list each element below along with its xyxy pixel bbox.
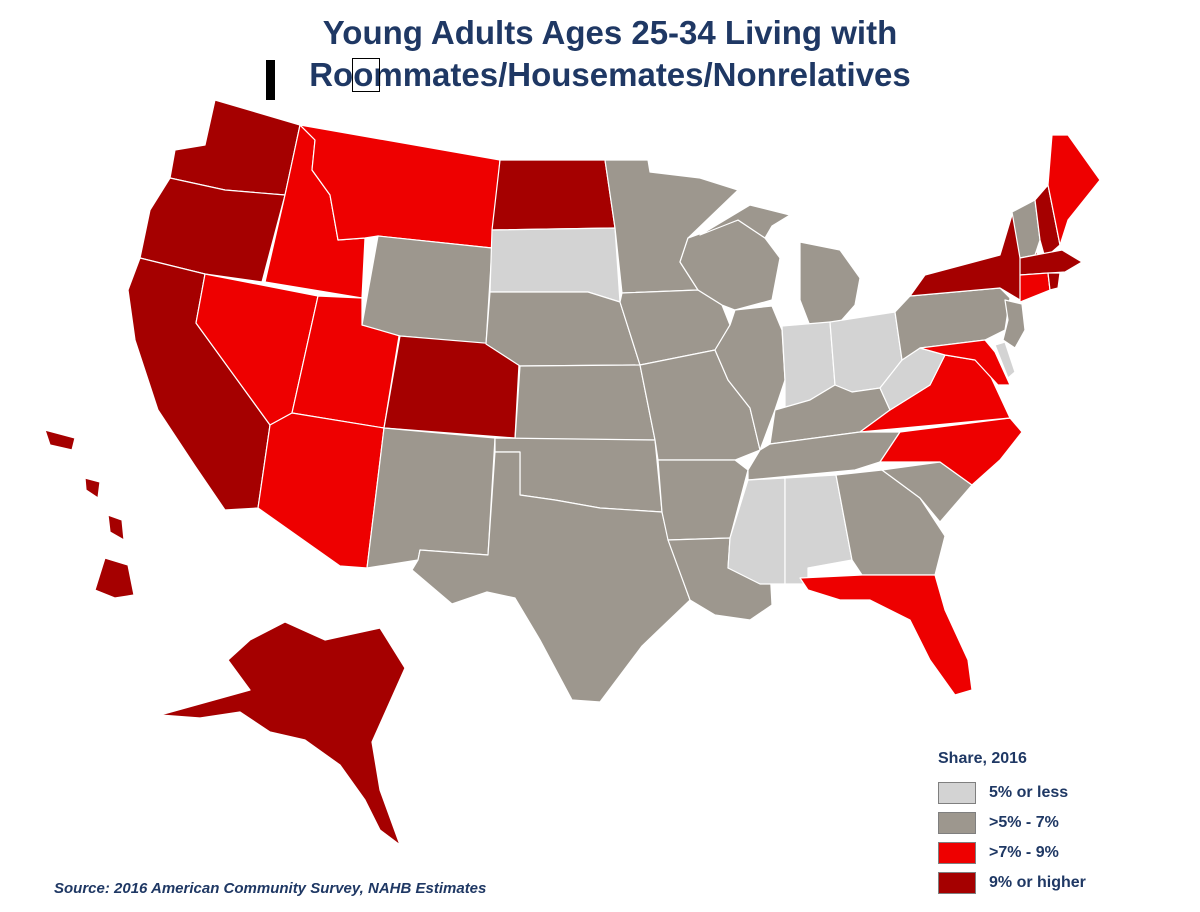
state-AZ[interactable] bbox=[257, 412, 385, 569]
state-NJ[interactable] bbox=[1002, 299, 1026, 349]
state-ME[interactable] bbox=[1047, 134, 1101, 246]
state-RI[interactable] bbox=[1047, 272, 1061, 291]
legend-item: >5% - 7% bbox=[938, 808, 1178, 838]
selection-box bbox=[352, 58, 380, 92]
legend-swatch bbox=[938, 872, 976, 894]
state-WY[interactable] bbox=[361, 235, 493, 345]
state-NE[interactable] bbox=[485, 291, 641, 367]
text-cursor bbox=[266, 60, 275, 100]
state-FL[interactable] bbox=[799, 574, 973, 696]
state-CT[interactable] bbox=[1019, 272, 1051, 303]
state-HI[interactable] bbox=[44, 429, 135, 599]
legend-label: 5% or less bbox=[989, 784, 1069, 801]
state-MD[interactable] bbox=[919, 339, 1011, 386]
state-SC[interactable] bbox=[881, 461, 973, 523]
state-AK[interactable] bbox=[159, 621, 406, 846]
state-OR[interactable] bbox=[139, 177, 286, 283]
state-SD[interactable] bbox=[489, 227, 621, 303]
state-WA[interactable] bbox=[169, 99, 301, 196]
legend-item: 9% or higher bbox=[938, 868, 1178, 898]
legend-item: >7% - 9% bbox=[938, 838, 1178, 868]
state-NM[interactable] bbox=[366, 427, 496, 569]
state-KS[interactable] bbox=[514, 364, 656, 441]
map-legend: Share, 2016 5% or less >5% - 7% >7% - 9%… bbox=[938, 750, 1178, 898]
legend-item: 5% or less bbox=[938, 778, 1178, 808]
title-line-2: Roommates/Housemates/Nonrelatives bbox=[309, 56, 911, 93]
legend-swatch bbox=[938, 812, 976, 834]
title-line-1: Young Adults Ages 25-34 Living with bbox=[322, 14, 898, 51]
legend-swatch bbox=[938, 782, 976, 804]
state-MI[interactable] bbox=[699, 204, 861, 327]
map-title: Young Adults Ages 25-34 Living with Room… bbox=[240, 12, 980, 96]
state-TX[interactable] bbox=[411, 451, 691, 703]
state-DE[interactable] bbox=[994, 341, 1016, 379]
legend-label: >7% - 9% bbox=[989, 844, 1059, 861]
legend-swatch bbox=[938, 842, 976, 864]
state-VT[interactable] bbox=[1011, 199, 1041, 259]
state-ND[interactable] bbox=[491, 159, 616, 231]
legend-label: >5% - 7% bbox=[989, 814, 1059, 831]
source-note: Source: 2016 American Community Survey, … bbox=[54, 880, 487, 897]
state-MA[interactable] bbox=[1019, 249, 1083, 276]
state-NC[interactable] bbox=[879, 417, 1023, 486]
legend-title: Share, 2016 bbox=[938, 750, 1027, 767]
legend-label: 9% or higher bbox=[989, 874, 1086, 891]
